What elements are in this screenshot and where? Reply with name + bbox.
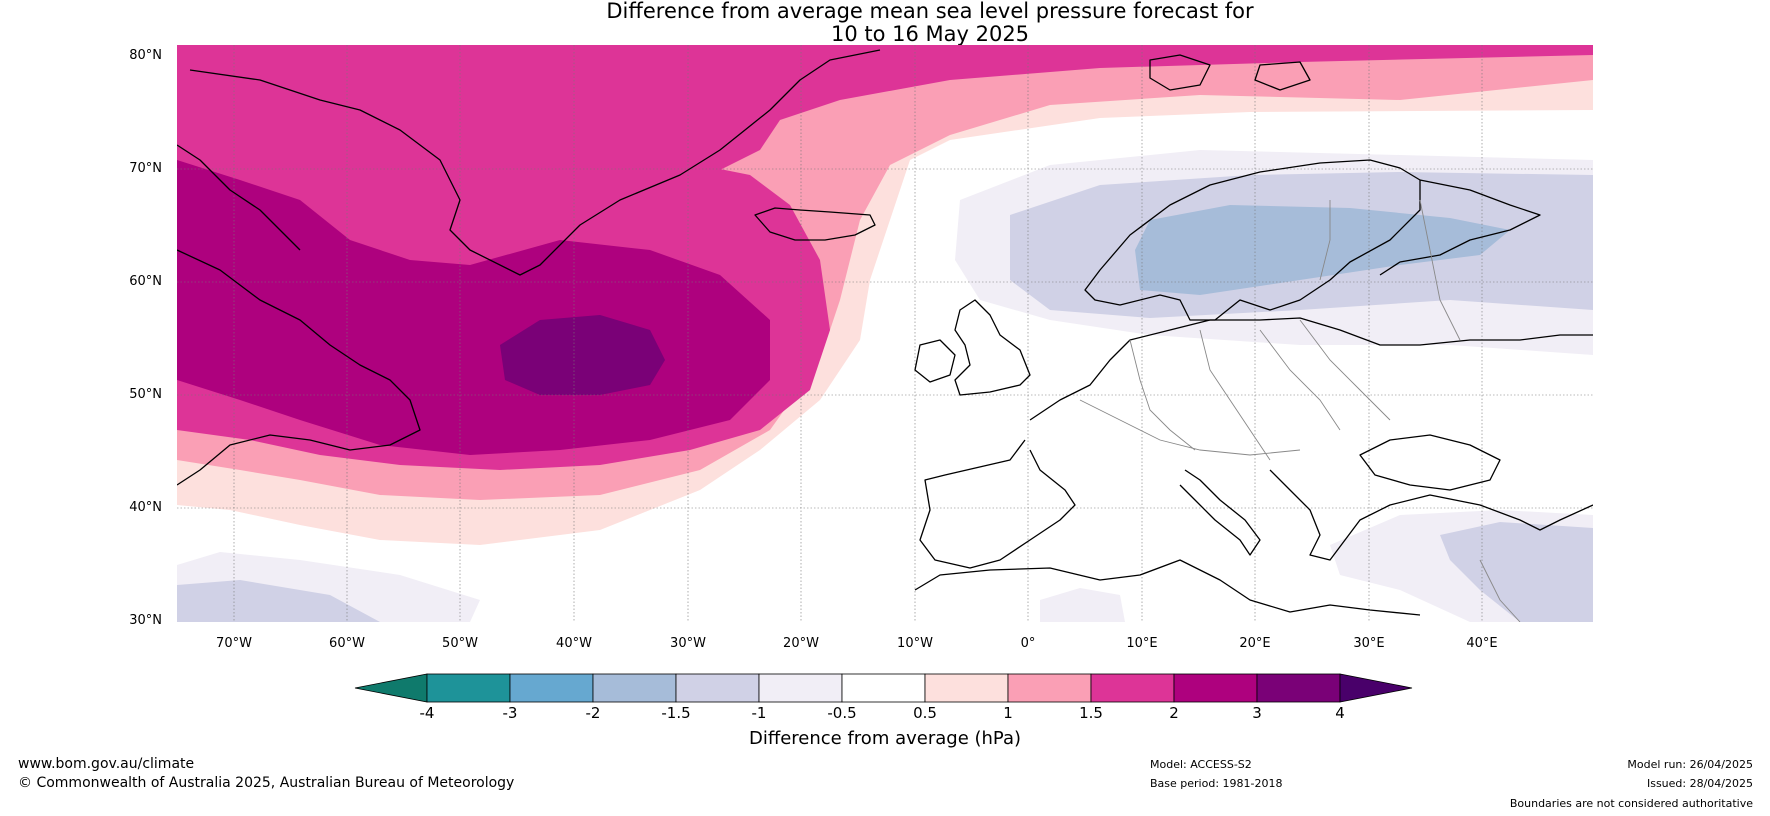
lon-label-60w: 60°W <box>329 636 365 651</box>
colorbar-segment <box>1173 673 1258 703</box>
colorbar-tick-label: -3 <box>502 704 518 722</box>
coastline-italy <box>1179 469 1261 556</box>
map-title: Difference from average mean sea level p… <box>0 0 1770 46</box>
lon-label-30e: 30°E <box>1353 636 1385 651</box>
website-link[interactable]: www.bom.gov.au/climate <box>18 756 195 772</box>
anomaly-band-neg-southwest-inner <box>177 580 380 622</box>
colorbar-tick-label: -0.5 <box>827 704 857 722</box>
title-line-1: Difference from average mean sea level p… <box>606 0 1254 23</box>
colorbar-tick-label: -1 <box>751 704 767 722</box>
coastline-iceland <box>754 207 876 241</box>
anomaly-band-3-4 <box>500 315 665 395</box>
anomaly-band-neg-1.5-2 <box>1135 205 1510 295</box>
lon-label-10w: 10°W <box>897 636 933 651</box>
coastline-greenland <box>189 49 881 276</box>
lat-label-70n: 70°N <box>129 161 162 176</box>
anomaly-fill-layer <box>177 45 1593 622</box>
colorbar-tick-label: 3 <box>1252 704 1262 722</box>
colorbar-segment <box>841 673 926 703</box>
coastline-north-africa <box>914 559 1421 616</box>
lon-label-10e: 10°E <box>1126 636 1158 651</box>
lon-label-40e: 40°E <box>1466 636 1498 651</box>
coastline-iberia <box>919 439 1076 569</box>
model-name: Model: ACCESS-S2 <box>1150 758 1252 771</box>
map-gridlines <box>177 45 1593 622</box>
boundaries-disclaimer: Boundaries are not considered authoritat… <box>1509 797 1753 810</box>
lon-label-20e: 20°E <box>1239 636 1271 651</box>
colorbar-tick-label: 2 <box>1169 704 1179 722</box>
copyright-text: © Commonwealth of Australia 2025, Austra… <box>18 775 515 791</box>
colorbar-segment <box>1256 673 1341 703</box>
lon-label-50w: 50°W <box>442 636 478 651</box>
colorbar-extend-low <box>354 673 428 703</box>
colorbar-tick-label: -1.5 <box>661 704 691 722</box>
coastline-svalbard <box>1149 54 1211 91</box>
lat-label-30n: 30°N <box>129 613 162 628</box>
lon-label-30w: 30°W <box>670 636 706 651</box>
coastlines <box>177 49 1593 616</box>
coastline-europe <box>1029 317 1593 421</box>
lat-label-80n: 80°N <box>129 48 162 63</box>
colorbar-tick-label: -2 <box>585 704 601 722</box>
country-borders <box>1079 199 1521 622</box>
coastline-balkans <box>1269 469 1593 561</box>
lon-label-0: 0° <box>1020 636 1036 651</box>
lat-label-40n: 40°N <box>129 500 162 515</box>
colorbar-segment <box>1090 673 1175 703</box>
colorbar-tick-label: 1 <box>1003 704 1013 722</box>
anomaly-band-neg-med <box>1040 588 1125 622</box>
colorbar-segment <box>592 673 677 703</box>
colorbar-segment <box>675 673 760 703</box>
base-period: Base period: 1981-2018 <box>1150 777 1283 790</box>
colorbar-tick-label: 0.5 <box>913 704 937 722</box>
anomaly-band-neg-southeast-inner <box>1440 522 1593 622</box>
colorbar-segment <box>509 673 594 703</box>
coastline-britain <box>954 299 1031 396</box>
lat-label-60n: 60°N <box>129 274 162 289</box>
colorbar-segment <box>758 673 843 703</box>
colorbar-tick-label: 4 <box>1335 704 1345 722</box>
coastline-ireland <box>914 339 956 383</box>
colorbar-label: Difference from average (hPa) <box>748 728 1022 749</box>
lon-label-70w: 70°W <box>216 636 252 651</box>
colorbar-extend-high <box>1339 673 1413 703</box>
colorbar-tick-label: -4 <box>419 704 435 722</box>
colorbar-segment <box>1007 673 1092 703</box>
lon-label-20w: 20°W <box>783 636 819 651</box>
coastline-scandinavia <box>1084 159 1421 321</box>
coastline-north-america <box>177 249 421 486</box>
coastline-black-sea <box>1359 434 1501 491</box>
model-run-date: Model run: 26/04/2025 <box>1627 758 1753 771</box>
colorbar-segment <box>426 673 511 703</box>
lat-label-50n: 50°N <box>129 387 162 402</box>
colorbar-tick-label: 1.5 <box>1079 704 1103 722</box>
issued-date: Issued: 28/04/2025 <box>1646 777 1753 790</box>
colorbar-segment <box>924 673 1009 703</box>
lon-label-40w: 40°W <box>556 636 592 651</box>
title-line-2: 10 to 16 May 2025 <box>830 22 1030 46</box>
